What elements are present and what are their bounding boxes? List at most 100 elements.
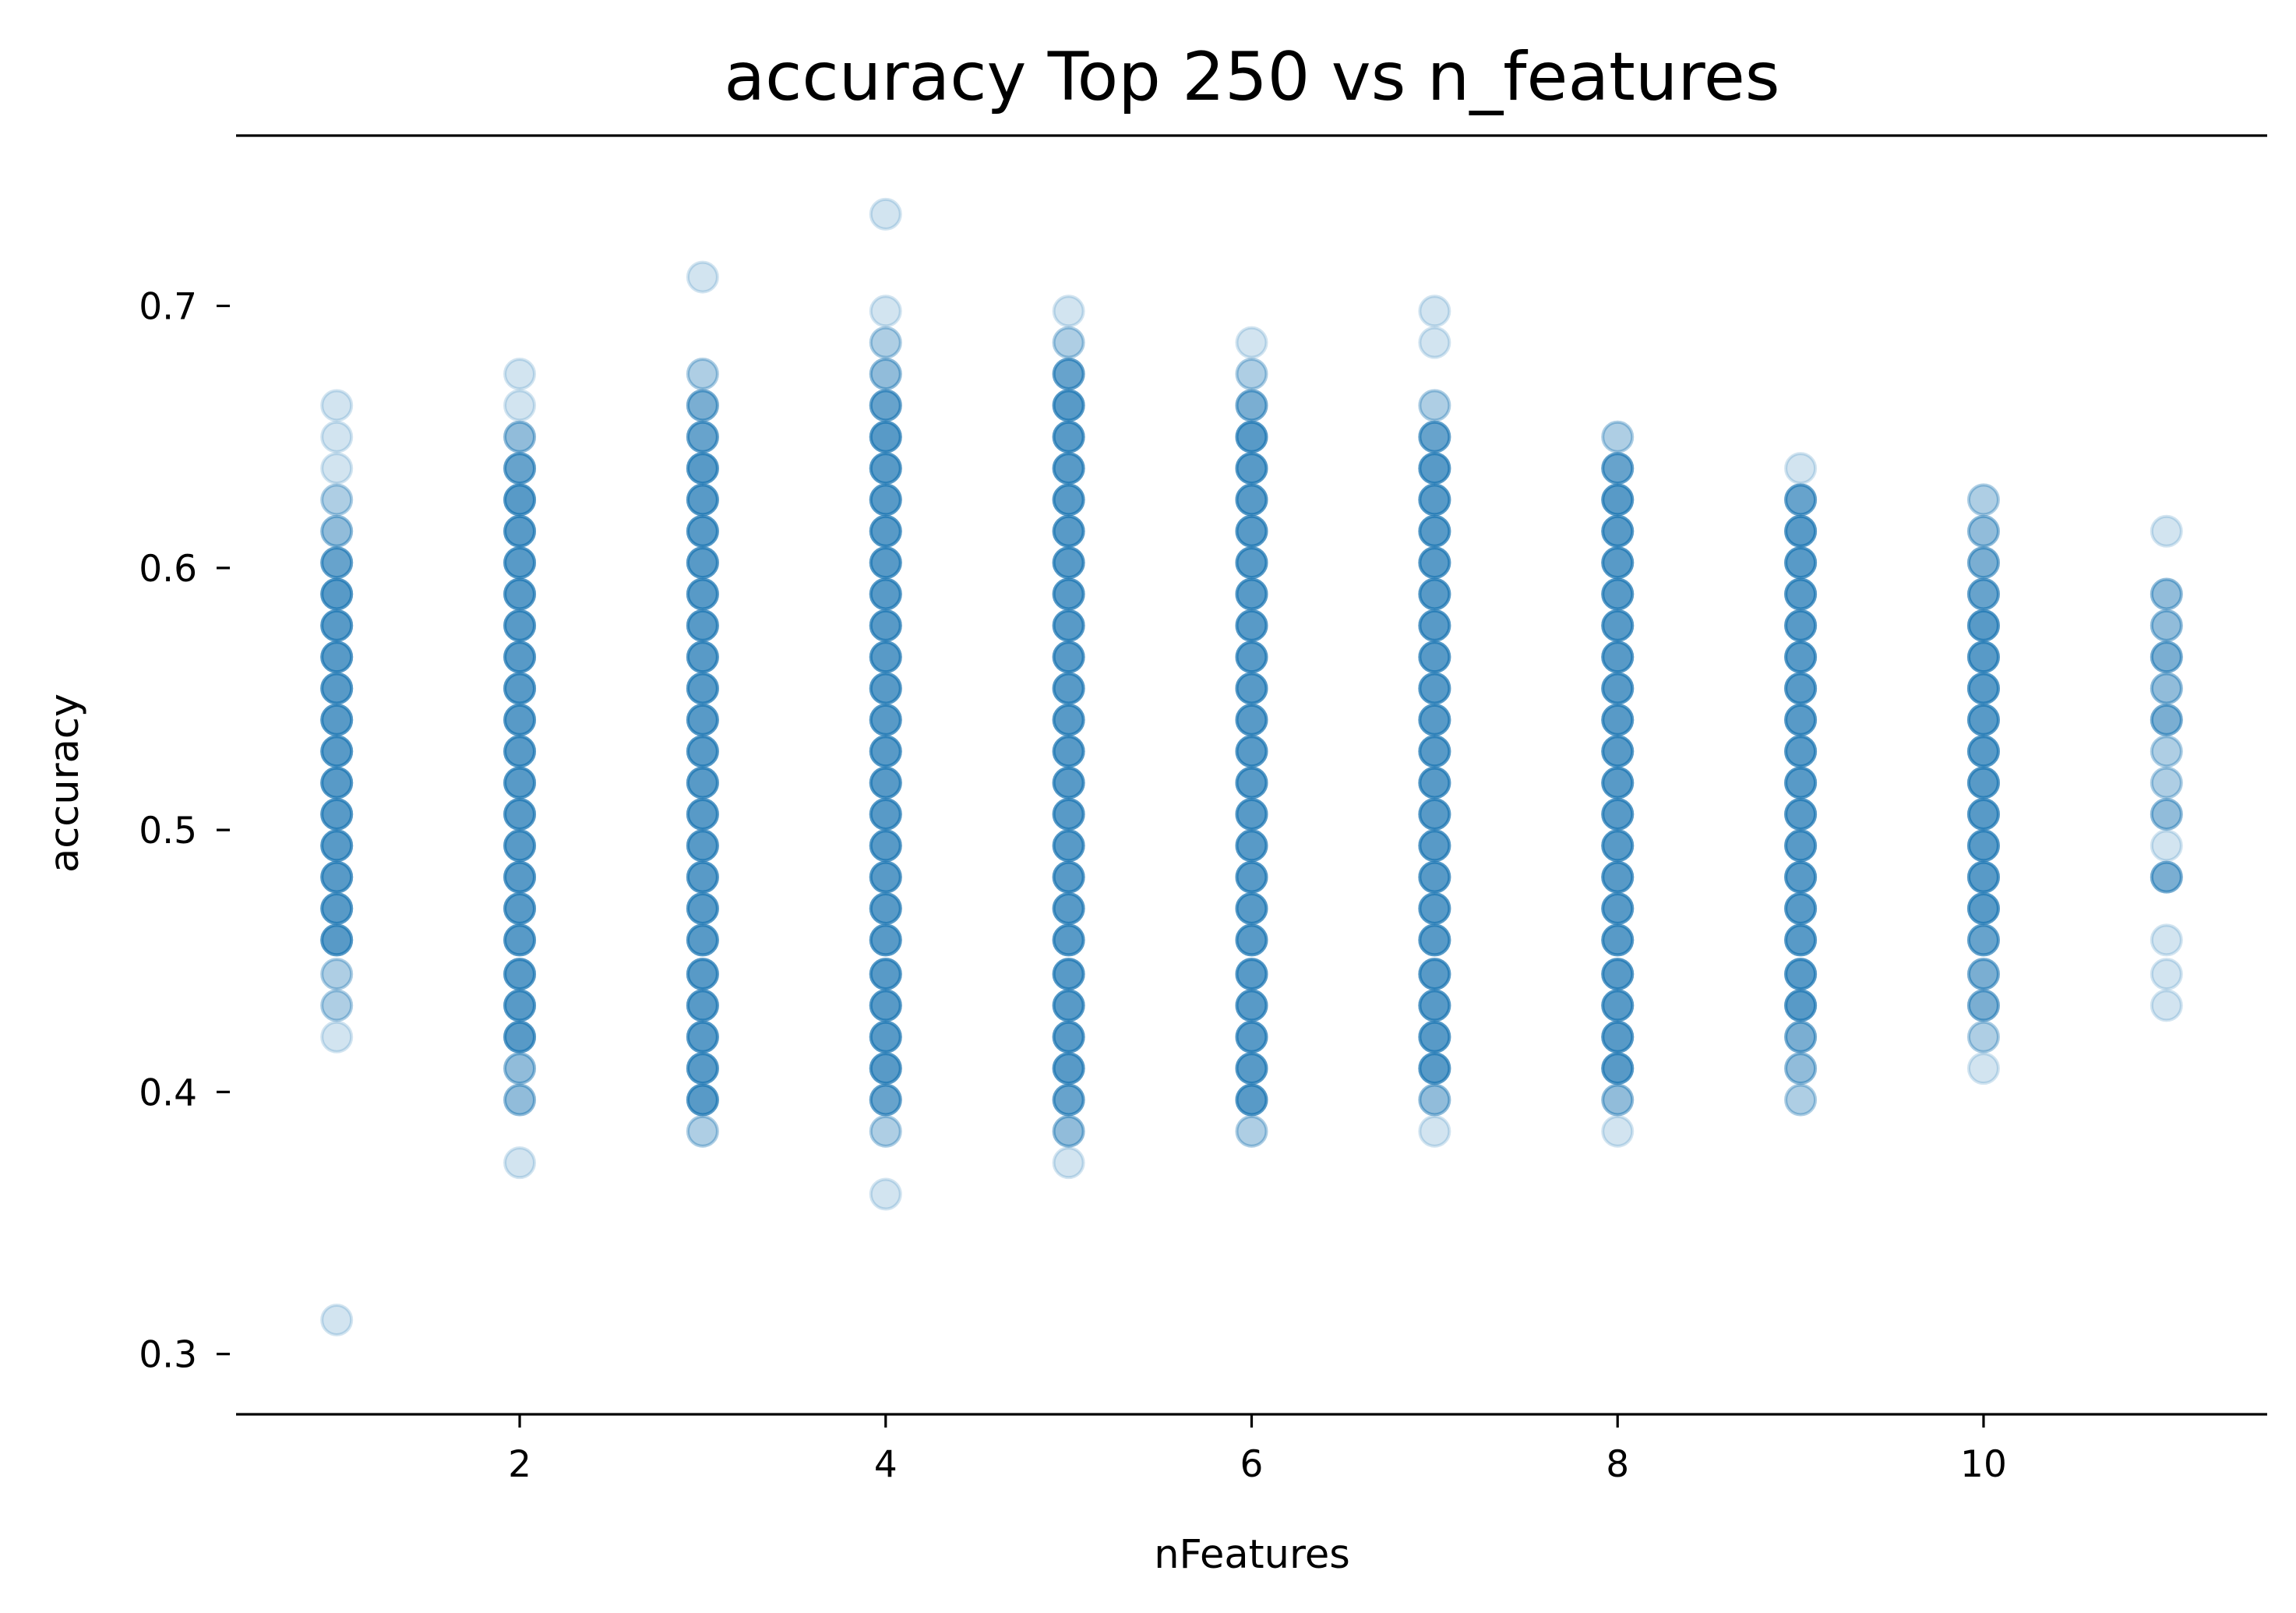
data-point <box>503 609 537 642</box>
data-point <box>1601 514 1635 548</box>
data-point <box>1784 577 1818 611</box>
data-point <box>1966 641 2000 674</box>
data-point <box>1052 1146 1085 1180</box>
data-point <box>869 989 902 1022</box>
data-point <box>320 389 354 422</box>
data-point <box>1052 514 1085 548</box>
data-point <box>1601 483 1635 517</box>
data-point <box>869 389 902 422</box>
data-point <box>1966 766 2000 799</box>
data-point <box>1235 829 1268 863</box>
data-point <box>320 735 354 768</box>
data-point <box>686 546 719 580</box>
data-point <box>1235 326 1268 359</box>
data-point <box>1052 483 1085 517</box>
data-point <box>1966 672 2000 705</box>
data-point <box>1235 577 1268 611</box>
data-point <box>320 577 354 611</box>
data-point <box>1235 1083 1268 1117</box>
data-point <box>1784 797 1818 831</box>
data-point <box>1235 766 1268 799</box>
data-point <box>1235 672 1268 705</box>
data-point <box>1052 452 1085 485</box>
data-point <box>1418 672 1451 705</box>
data-point <box>1235 546 1268 580</box>
data-point <box>1601 766 1635 799</box>
data-point <box>1418 766 1451 799</box>
data-point <box>1784 735 1818 768</box>
data-point <box>1601 1052 1635 1085</box>
data-point <box>869 514 902 548</box>
data-point <box>686 703 719 736</box>
data-point <box>1418 766 1451 799</box>
data-point <box>2150 703 2183 736</box>
data-point <box>1235 989 1268 1022</box>
data-point <box>1966 891 2000 925</box>
data-point <box>1601 609 1635 642</box>
data-point <box>503 672 537 705</box>
data-point <box>686 641 719 674</box>
data-point <box>503 1083 537 1117</box>
data-point <box>320 609 354 642</box>
data-point <box>1784 546 1818 580</box>
data-point <box>1235 452 1268 485</box>
data-point <box>1601 672 1635 705</box>
x-tick-label: 6 <box>1240 1443 1264 1486</box>
data-point <box>1601 452 1635 485</box>
data-point <box>1966 860 2000 894</box>
data-point <box>686 577 719 611</box>
data-point <box>1418 735 1451 768</box>
data-point <box>869 923 902 957</box>
data-point <box>1601 546 1635 580</box>
data-point <box>1784 989 1818 1022</box>
data-point <box>686 358 719 391</box>
data-point <box>686 797 719 831</box>
data-point <box>503 860 537 894</box>
data-point <box>1784 641 1818 674</box>
data-point <box>1052 829 1085 863</box>
data-point <box>1418 609 1451 642</box>
data-point <box>1418 989 1451 1022</box>
data-point <box>320 703 354 736</box>
data-point <box>1418 860 1451 894</box>
data-point <box>1601 829 1635 863</box>
data-point <box>1601 452 1635 485</box>
data-point <box>686 1020 719 1054</box>
data-point <box>1052 766 1085 799</box>
data-point <box>686 389 719 422</box>
data-point <box>1052 577 1085 611</box>
data-point <box>503 766 537 799</box>
data-point <box>1418 672 1451 705</box>
data-point <box>686 546 719 580</box>
data-point <box>1235 420 1268 454</box>
data-point <box>1418 577 1451 611</box>
data-point <box>1052 989 1085 1022</box>
data-point <box>1235 1052 1268 1085</box>
data-point <box>1235 389 1268 422</box>
data-point <box>1966 923 2000 957</box>
data-point <box>686 672 719 705</box>
data-point <box>1784 860 1818 894</box>
data-point <box>1418 958 1451 991</box>
data-point <box>1235 797 1268 831</box>
data-point <box>686 958 719 991</box>
data-point <box>869 1114 902 1148</box>
data-point <box>686 958 719 991</box>
data-point <box>503 989 537 1022</box>
data-point <box>1784 766 1818 799</box>
data-point <box>1052 1020 1085 1054</box>
data-point <box>503 514 537 548</box>
data-point <box>320 577 354 611</box>
data-point <box>503 577 537 611</box>
data-point <box>869 989 902 1022</box>
data-point <box>686 860 719 894</box>
data-point <box>1418 891 1451 925</box>
data-point <box>1601 735 1635 768</box>
data-point <box>686 609 719 642</box>
data-point <box>1601 891 1635 925</box>
data-point <box>1784 546 1818 580</box>
data-point <box>503 609 537 642</box>
data-point <box>1235 891 1268 925</box>
data-point <box>320 797 354 831</box>
data-point <box>1418 546 1451 580</box>
